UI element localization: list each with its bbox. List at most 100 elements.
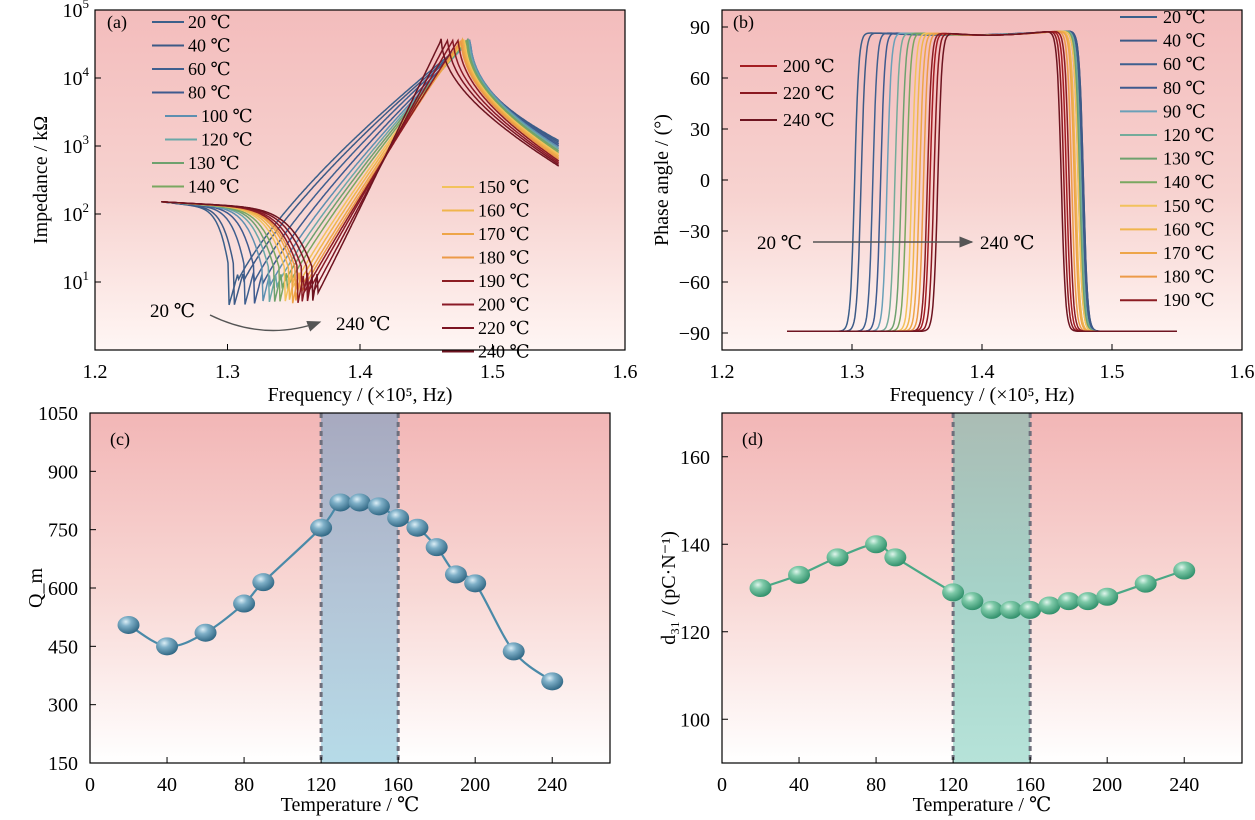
legend-right-label-2: 60 ℃ — [1163, 54, 1206, 74]
y-tick-label: 90 — [690, 17, 710, 39]
legend-label-12: 190 ℃ — [478, 271, 530, 291]
y-tick-label: −30 — [679, 221, 710, 243]
legend-right-label-11: 180 ℃ — [1163, 267, 1215, 287]
y-axis-label: Q_m — [25, 568, 47, 608]
impedance-line-4 — [161, 39, 560, 302]
legend-label-14: 220 ℃ — [478, 318, 530, 338]
legend-right-label-5: 120 ℃ — [1163, 125, 1215, 145]
x-tick-label: 1.2 — [83, 361, 108, 383]
y-tick-label: 900 — [48, 461, 78, 483]
x-axis-label: Temperature / ℃ — [913, 794, 1052, 816]
x-tick-label: 240 — [537, 774, 567, 796]
y-tick-label: 60 — [690, 68, 710, 90]
y-axis-label: d₃₁ / (pC·N⁻¹) — [658, 531, 680, 645]
x-tick-label: 40 — [157, 774, 177, 796]
data-point-4 — [252, 573, 275, 592]
panel-label: (d) — [742, 429, 763, 450]
y-axis-label: Impedance / kΩ — [30, 116, 52, 244]
x-tick-label: 1.3 — [840, 361, 865, 383]
y-tick-label: 100 — [680, 709, 710, 731]
y-tick-label: 120 — [680, 622, 710, 644]
data-point-15 — [541, 672, 564, 691]
data-point-12 — [1076, 592, 1099, 611]
data-point-9 — [1019, 600, 1042, 619]
data-point-9 — [387, 509, 410, 527]
x-tick-label: 1.3 — [215, 361, 240, 383]
data-point-15 — [1173, 561, 1196, 580]
phase-line-15 — [787, 31, 1177, 333]
series-group — [787, 30, 1177, 333]
y-tick-label: 300 — [48, 695, 78, 717]
data-point-14 — [1134, 574, 1157, 593]
legend-label-5: 120 ℃ — [201, 130, 253, 150]
y-tick-label: −60 — [679, 272, 710, 294]
legend-label-3: 80 ℃ — [188, 83, 231, 103]
y-tick-label: 160 — [680, 447, 710, 469]
data-point-13 — [464, 574, 487, 593]
data-point-0 — [749, 579, 772, 597]
x-tick-label: 120 — [938, 774, 968, 796]
data-point-3 — [865, 535, 888, 554]
data-point-10 — [406, 518, 429, 537]
highlight-band — [321, 413, 399, 763]
data-point-4 — [884, 548, 907, 567]
data-point-2 — [194, 623, 217, 642]
x-axis-label: Temperature / ℃ — [281, 794, 420, 816]
panel-c-qm: 0 40 80 120 160 200 240 150 300 450 600 750 900 1050 T… — [25, 403, 611, 816]
plot-background — [95, 10, 625, 350]
legend-right-label-6: 130 ℃ — [1163, 149, 1215, 169]
data-point-3 — [233, 594, 256, 613]
legend-label-1: 40 ℃ — [188, 36, 231, 56]
data-point-11 — [1057, 592, 1080, 611]
y-tick-label: 102 — [63, 200, 90, 226]
plot-frame — [721, 412, 1243, 764]
x-tick-label: 1.4 — [970, 361, 995, 383]
legend-right-label-9: 160 ℃ — [1163, 219, 1215, 239]
legend-right-label-8: 150 ℃ — [1163, 196, 1215, 216]
x-tick-label: 1.5 — [480, 361, 505, 383]
y-tick-label: 30 — [690, 119, 710, 141]
y-tick-label: 101 — [63, 268, 90, 294]
data-point-6 — [961, 592, 984, 611]
annotation-to: 240 ℃ — [980, 233, 1035, 254]
data-point-7 — [980, 600, 1003, 619]
legend-label-10: 170 ℃ — [478, 224, 530, 244]
data-point-5 — [310, 518, 333, 537]
legend-label-7: 140 ℃ — [188, 177, 240, 197]
x-tick-label: 200 — [1092, 774, 1122, 796]
y-tick-label: 104 — [63, 64, 90, 90]
y-tick-label: 140 — [680, 534, 710, 556]
legend-right-label-12: 190 ℃ — [1163, 290, 1215, 310]
legend-left-label-1: 220 ℃ — [783, 83, 835, 103]
plot-background — [722, 10, 1242, 350]
legend-right-label-3: 80 ℃ — [1163, 78, 1206, 98]
impedance-line-15 — [161, 38, 560, 301]
highlight-band — [953, 413, 1031, 763]
x-tick-label: 200 — [460, 774, 490, 796]
x-tick-label: 160 — [383, 774, 413, 796]
legend-left-label-2: 240 ℃ — [783, 110, 835, 130]
data-point-11 — [425, 538, 448, 557]
y-tick-label: −90 — [679, 323, 710, 345]
x-axis-label: Frequency / (×10⁵, Hz) — [268, 384, 453, 406]
panel-b-phase: 1.2 1.3 1.4 1.5 1.6 90 60 30 0 −30 −60 −90 Frequency… — [651, 7, 1255, 406]
legend-label-0: 20 ℃ — [188, 12, 231, 32]
legend-label-13: 200 ℃ — [478, 295, 530, 315]
x-tick-label: 120 — [306, 774, 336, 796]
annotation-to: 240 ℃ — [336, 314, 391, 335]
x-tick-label: 0 — [717, 774, 727, 796]
data-point-8 — [367, 497, 390, 516]
annotation-from: 20 ℃ — [150, 301, 195, 322]
legend-label-9: 160 ℃ — [478, 201, 530, 221]
data-point-1 — [788, 565, 811, 584]
data-point-6 — [329, 493, 352, 512]
x-tick-label: 40 — [789, 774, 809, 796]
legend-label-15: 240 ℃ — [478, 342, 530, 362]
x-tick-label: 1.6 — [613, 361, 638, 383]
panel-label: (b) — [733, 12, 754, 33]
panel-a-impedance: 1.2 1.3 1.4 1.5 1.6 101 102 103 104 105 Frequency … — [30, 0, 638, 406]
x-tick-label: 80 — [866, 774, 886, 796]
y-tick-label: 0 — [700, 170, 710, 192]
y-tick-label: 600 — [48, 578, 78, 600]
